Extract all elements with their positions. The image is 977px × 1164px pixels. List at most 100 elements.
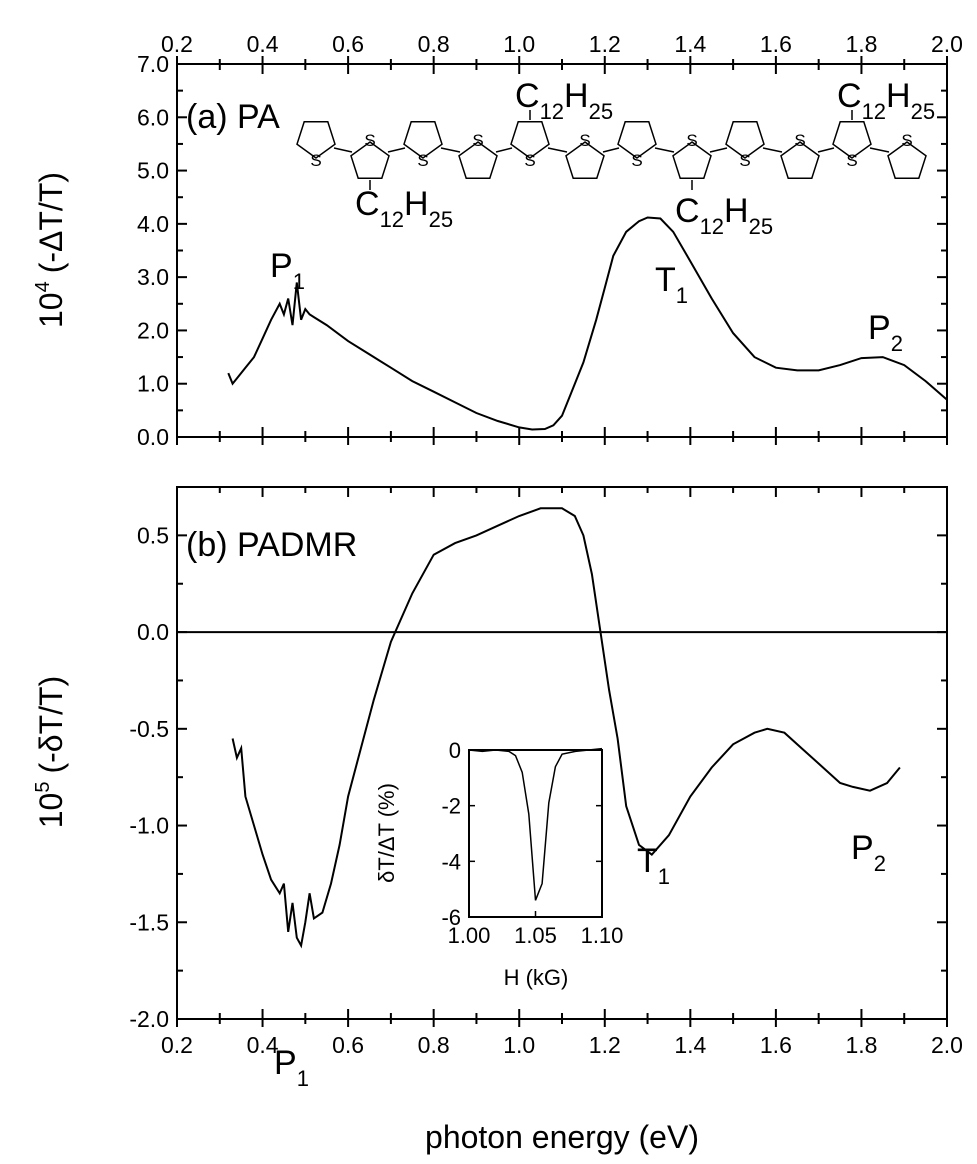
ring-bond <box>495 147 513 153</box>
panel-b-ylabel: 105(-δT/T) <box>32 676 69 828</box>
inset-x-tick-label: 1.00 <box>448 923 491 948</box>
thiophene-ring <box>296 121 336 159</box>
x-tick-label: 0.4 <box>247 1032 279 1058</box>
y-tick-label: 0.0 <box>137 424 169 450</box>
ring-bond <box>387 147 406 153</box>
inset-ylabel: δT/ΔT (%) <box>374 783 399 883</box>
y-tick-label: 7.0 <box>137 51 169 77</box>
x-tick-label: 0.8 <box>418 1032 450 1058</box>
thiophene-ring <box>725 121 765 159</box>
y-tick-label: -2.0 <box>129 1006 169 1032</box>
y-tick-label: -1.0 <box>129 813 169 839</box>
y-tick-label: 3.0 <box>137 264 169 290</box>
x-tick-label: 1.2 <box>589 1032 621 1058</box>
inset-curve <box>468 747 603 901</box>
y-tick-label: 1.0 <box>137 371 169 397</box>
thiophene-ring <box>832 121 872 159</box>
y-tick-label: 4.0 <box>137 211 169 237</box>
x-tick-label: 0.8 <box>418 31 450 57</box>
x-tick-label: 0.6 <box>332 1032 364 1058</box>
ring-bond <box>602 147 620 153</box>
sulfur-label: S <box>524 151 535 170</box>
x-tick-label: 1.6 <box>760 1032 792 1058</box>
ring-bond <box>333 147 353 153</box>
panel-a-peak-label: P2 <box>868 309 903 356</box>
thiophene-ring <box>510 121 550 159</box>
y-tick-label: 0.5 <box>137 522 169 548</box>
ring-bond <box>817 147 835 153</box>
thiophene-ring <box>565 141 605 179</box>
ring-bond <box>869 147 890 153</box>
x-tick-label: 0.2 <box>161 1032 193 1058</box>
sulfur-label: S <box>579 131 590 150</box>
panel-a: 0.2 0.4 0.6 0.8 1.0 1.2 1.4 1.6 1.8 2.0 0.0 1.0 2.0… <box>32 31 963 450</box>
ring-bond <box>547 147 568 153</box>
panel-b-peak-label: T1 <box>637 842 670 889</box>
x-tick-label: 0.6 <box>332 31 364 57</box>
panel-a-top-xticks: 0.2 0.4 0.6 0.8 1.0 1.2 1.4 1.6 1.8 2.0 <box>161 31 963 57</box>
inset-y-tick-label: -2 <box>441 794 461 819</box>
x-tick-label: 1.6 <box>760 31 792 57</box>
ring-bond <box>654 147 675 153</box>
thiophene-ring <box>672 141 712 179</box>
inset-y-tick-label: -6 <box>441 905 461 930</box>
side-chain-label: C12H25 <box>515 77 613 124</box>
y-tick-label: -0.5 <box>129 716 169 742</box>
panel-b-title: (b) PADMR <box>186 526 357 564</box>
ring-bond <box>709 147 728 153</box>
thiophene-ring <box>617 121 657 159</box>
y-tick-label: 0.0 <box>137 619 169 645</box>
panel-b-xticks: 0.2 0.4 0.6 0.8 1.0 1.2 1.4 1.6 1.8 2.0 <box>161 1032 963 1058</box>
ring-bond <box>762 147 783 153</box>
panel-a-ylabel: 104(-ΔT/T) <box>32 172 69 328</box>
x-tick-label: 2.0 <box>931 1032 963 1058</box>
oligothiophene-structure: S S S S S S S S S S S S C12H25 C12H25 C12H25 C12H25 <box>296 77 935 239</box>
ring-bond <box>440 147 461 153</box>
x-tick-label: 1.4 <box>674 1032 706 1058</box>
thiophene-ring <box>780 141 820 179</box>
y-tick-label: 5.0 <box>137 158 169 184</box>
x-tick-label: 1.0 <box>503 1032 535 1058</box>
thiophene-ring <box>403 121 443 159</box>
sulfur-label: S <box>686 131 697 150</box>
x-tick-label: 1.8 <box>845 1032 877 1058</box>
side-chain-label: C12H25 <box>675 192 773 239</box>
x-tick-label: 1.0 <box>503 31 535 57</box>
inset-frame <box>468 749 603 918</box>
panel-a-peak-label: T1 <box>655 261 688 308</box>
panel-b-peak-label: P1 <box>274 1044 309 1091</box>
x-tick-label: 1.2 <box>589 31 621 57</box>
panel-a-yticks: 0.0 1.0 2.0 3.0 4.0 5.0 6.0 7.0 <box>137 51 169 450</box>
x-tick-label: 1.8 <box>845 31 877 57</box>
inset-plot: 1.00 1.05 1.10 0 -2 -4 -6 H (kG) δT/ΔT (%) <box>374 738 623 990</box>
sulfur-label: S <box>739 151 750 170</box>
x-tick-label: 2.0 <box>931 31 963 57</box>
x-axis-label: photon energy (eV) <box>425 1119 699 1155</box>
panel-b-yticks: -2.0 -1.5 -1.0 -0.5 0.0 0.5 <box>129 522 169 1032</box>
sulfur-label: S <box>901 131 912 150</box>
panel-b: -2.0 -1.5 -1.0 -0.5 0.0 0.5 0.2 0.4 0.6 0.8 1.0 1.… <box>32 486 963 1091</box>
inset-x-tick-label: 1.05 <box>514 923 557 948</box>
thiophene-ring <box>350 141 390 179</box>
panel-a-peak-label: P1 <box>270 247 305 294</box>
thiophene-ring <box>458 141 498 179</box>
sulfur-label: S <box>794 131 805 150</box>
inset-x-tick-label: 1.10 <box>581 923 624 948</box>
sulfur-label: S <box>310 151 321 170</box>
thiophene-ring <box>887 141 927 179</box>
x-tick-label: 0.4 <box>247 31 279 57</box>
side-chain-label: C12H25 <box>355 185 453 232</box>
panel-b-padmr-curve <box>231 507 901 949</box>
inset-xlabel: H (kG) <box>504 965 569 990</box>
sulfur-label: S <box>631 151 642 170</box>
sulfur-label: S <box>472 131 483 150</box>
panel-a-title: (a) PA <box>186 98 280 136</box>
panel-a-pa-curve <box>227 216 948 431</box>
side-chain-label: C12H25 <box>837 77 935 124</box>
inset-y-tick-label: -4 <box>441 849 461 874</box>
x-tick-label: 1.4 <box>674 31 706 57</box>
y-tick-label: 2.0 <box>137 317 169 343</box>
sulfur-label: S <box>364 131 375 150</box>
x-tick-label: 0.2 <box>161 31 193 57</box>
sulfur-label: S <box>846 151 857 170</box>
